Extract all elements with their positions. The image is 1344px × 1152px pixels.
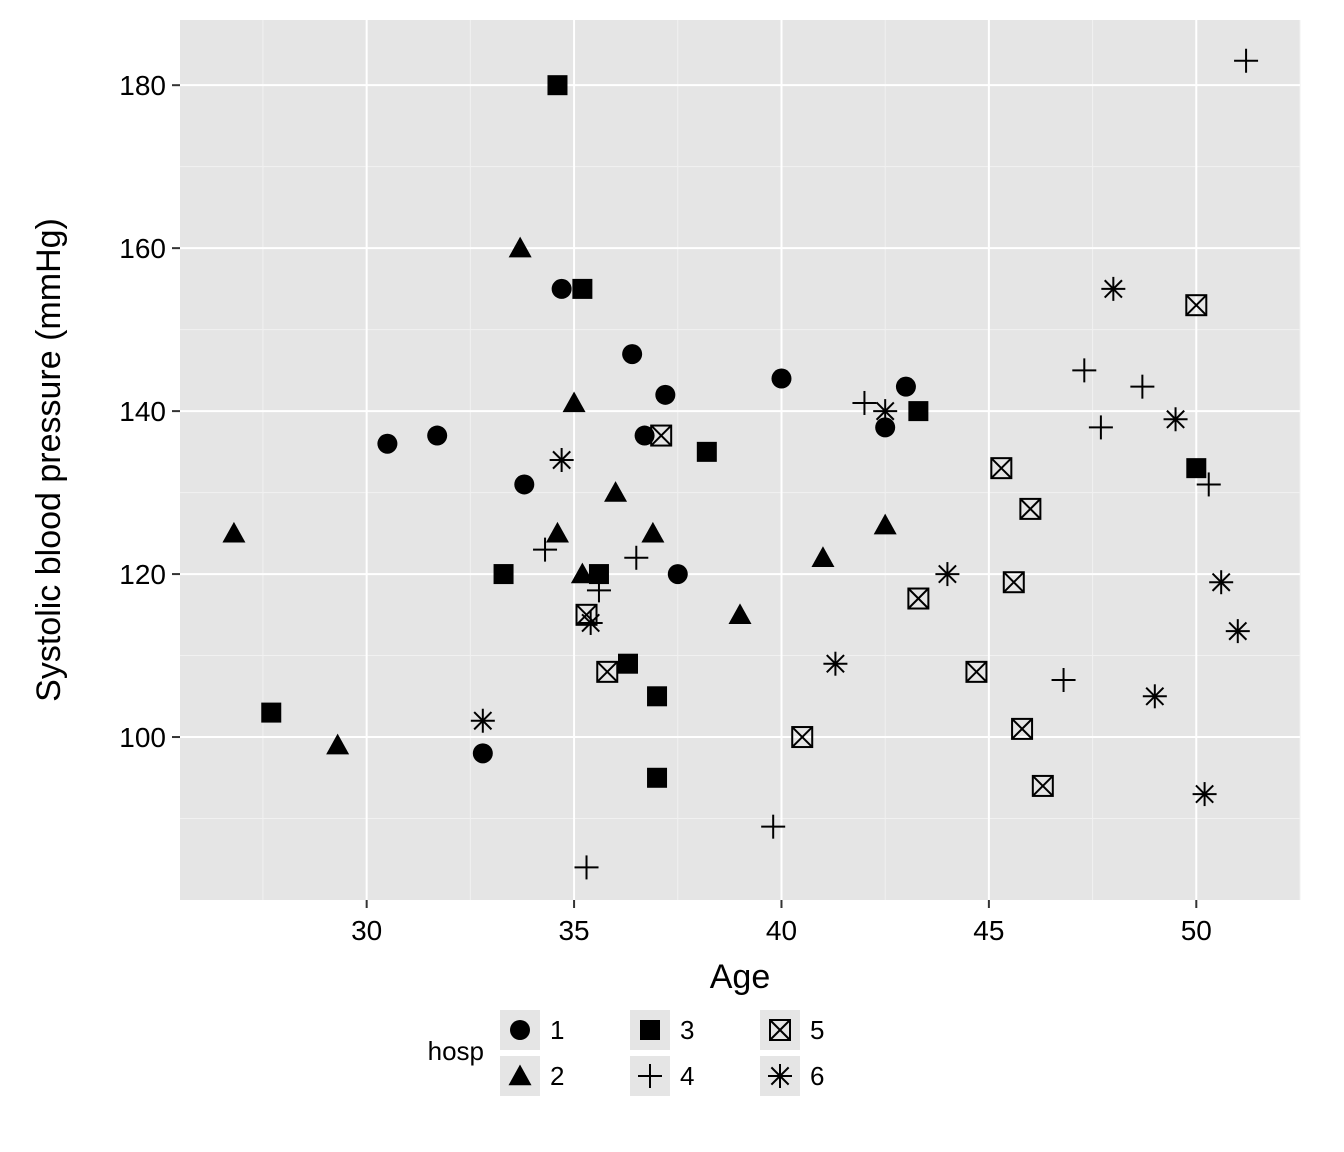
y-tick-label: 100 (119, 722, 166, 753)
chart-svg: 3035404550100120140160180AgeSystolic blo… (0, 0, 1344, 1152)
y-tick-label: 140 (119, 396, 166, 427)
y-axis-title: Systolic blood pressure (mmHg) (30, 218, 68, 702)
legend-item-label: 4 (680, 1061, 694, 1091)
x-tick-label: 30 (351, 915, 382, 946)
x-tick-label: 45 (973, 915, 1004, 946)
x-tick-label: 40 (766, 915, 797, 946)
legend-item-label: 6 (810, 1061, 824, 1091)
y-tick-label: 160 (119, 233, 166, 264)
legend: hosp 1 3 5 2 4 6 (428, 1010, 825, 1096)
legend-item-label: 1 (550, 1015, 564, 1045)
legend-title: hosp (428, 1036, 484, 1066)
y-tick-label: 180 (119, 70, 166, 101)
legend-item-label: 5 (810, 1015, 824, 1045)
x-tick-label: 35 (558, 915, 589, 946)
x-axis-title: Age (710, 958, 771, 996)
legend-item-label: 3 (680, 1015, 694, 1045)
x-tick-label: 50 (1181, 915, 1212, 946)
scatter-chart: 3035404550100120140160180AgeSystolic blo… (0, 0, 1344, 1152)
y-tick-label: 120 (119, 559, 166, 590)
legend-item-label: 2 (550, 1061, 564, 1091)
